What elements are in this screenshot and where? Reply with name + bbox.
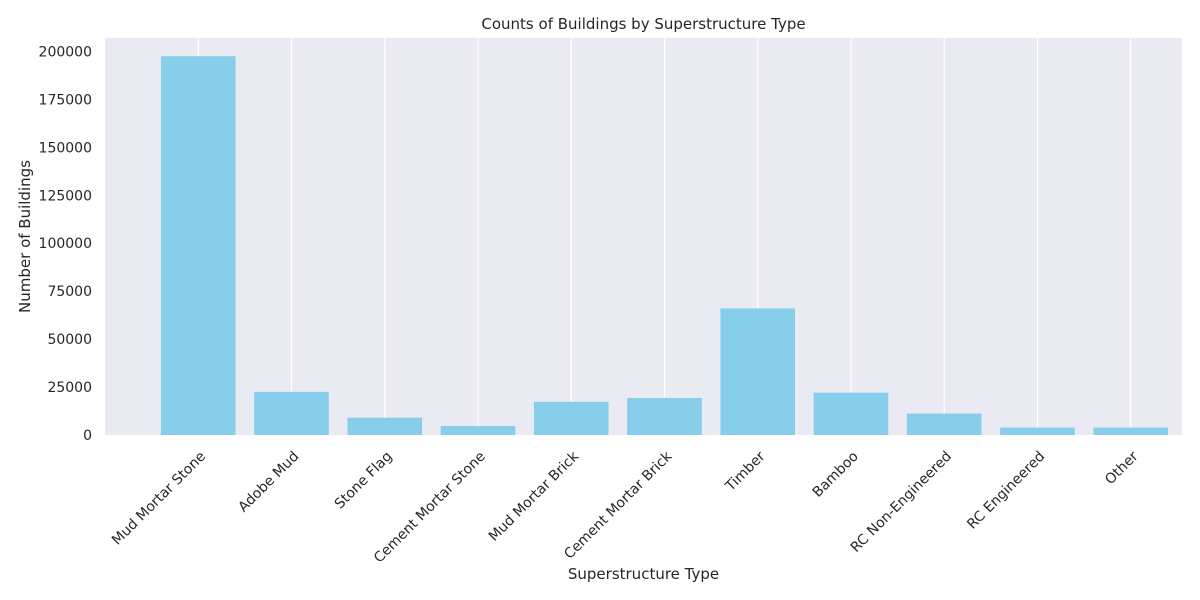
bar-bamboo <box>813 392 889 435</box>
bar-timber <box>720 308 796 435</box>
x-tick-label: Cement Mortar Brick <box>561 448 676 563</box>
bar-mud-mortar-brick <box>533 401 609 435</box>
x-tick-label: Bamboo <box>810 449 862 501</box>
x-tick-label: Adobe Mud <box>235 449 302 516</box>
x-tick-label: Timber <box>722 448 769 495</box>
y-tick-label: 75000 <box>47 284 92 300</box>
bar-mud-mortar-stone <box>160 56 236 435</box>
bar-rc-non-engineered <box>906 413 982 435</box>
x-tick-label: RC Non-Engineered <box>848 449 955 556</box>
chart-title: Counts of Buildings by Superstructure Ty… <box>481 15 805 33</box>
bars <box>160 56 1169 435</box>
y-tick-label: 100000 <box>39 236 92 252</box>
bar-adobe-mud <box>254 391 329 435</box>
y-tick-label: 0 <box>83 428 92 444</box>
bar-stone-flag <box>347 417 423 435</box>
bar-cement-mortar-stone <box>440 425 516 435</box>
bar-rc-engineered <box>1000 427 1075 435</box>
x-tick-label: Mud Mortar Brick <box>486 448 583 545</box>
y-axis-ticks: 0 25000 50000 75000 100000 125000 150000 175000… <box>39 44 92 444</box>
x-tick-label: Other <box>1102 448 1142 488</box>
grid-lines <box>197 38 1132 435</box>
x-tick-label: RC Engineered <box>964 449 1048 533</box>
x-axis-ticks: Mud Mortar Stone Adobe Mud Stone Flag Cemen… <box>109 448 1142 566</box>
y-tick-label: 125000 <box>39 188 92 204</box>
bar-other <box>1093 427 1169 435</box>
y-tick-label: 25000 <box>47 380 92 396</box>
y-tick-label: 150000 <box>39 140 92 156</box>
bar-cement-mortar-brick <box>627 397 702 435</box>
x-tick-label: Mud Mortar Stone <box>109 449 209 549</box>
x-axis-title: Superstructure Type <box>568 565 719 583</box>
y-tick-label: 50000 <box>47 332 92 348</box>
x-tick-label: Stone Flag <box>332 449 396 513</box>
y-tick-label: 200000 <box>39 44 92 60</box>
plot-background <box>105 38 1182 435</box>
y-tick-label: 175000 <box>39 92 92 108</box>
y-axis-title: Number of Buildings <box>16 160 34 313</box>
